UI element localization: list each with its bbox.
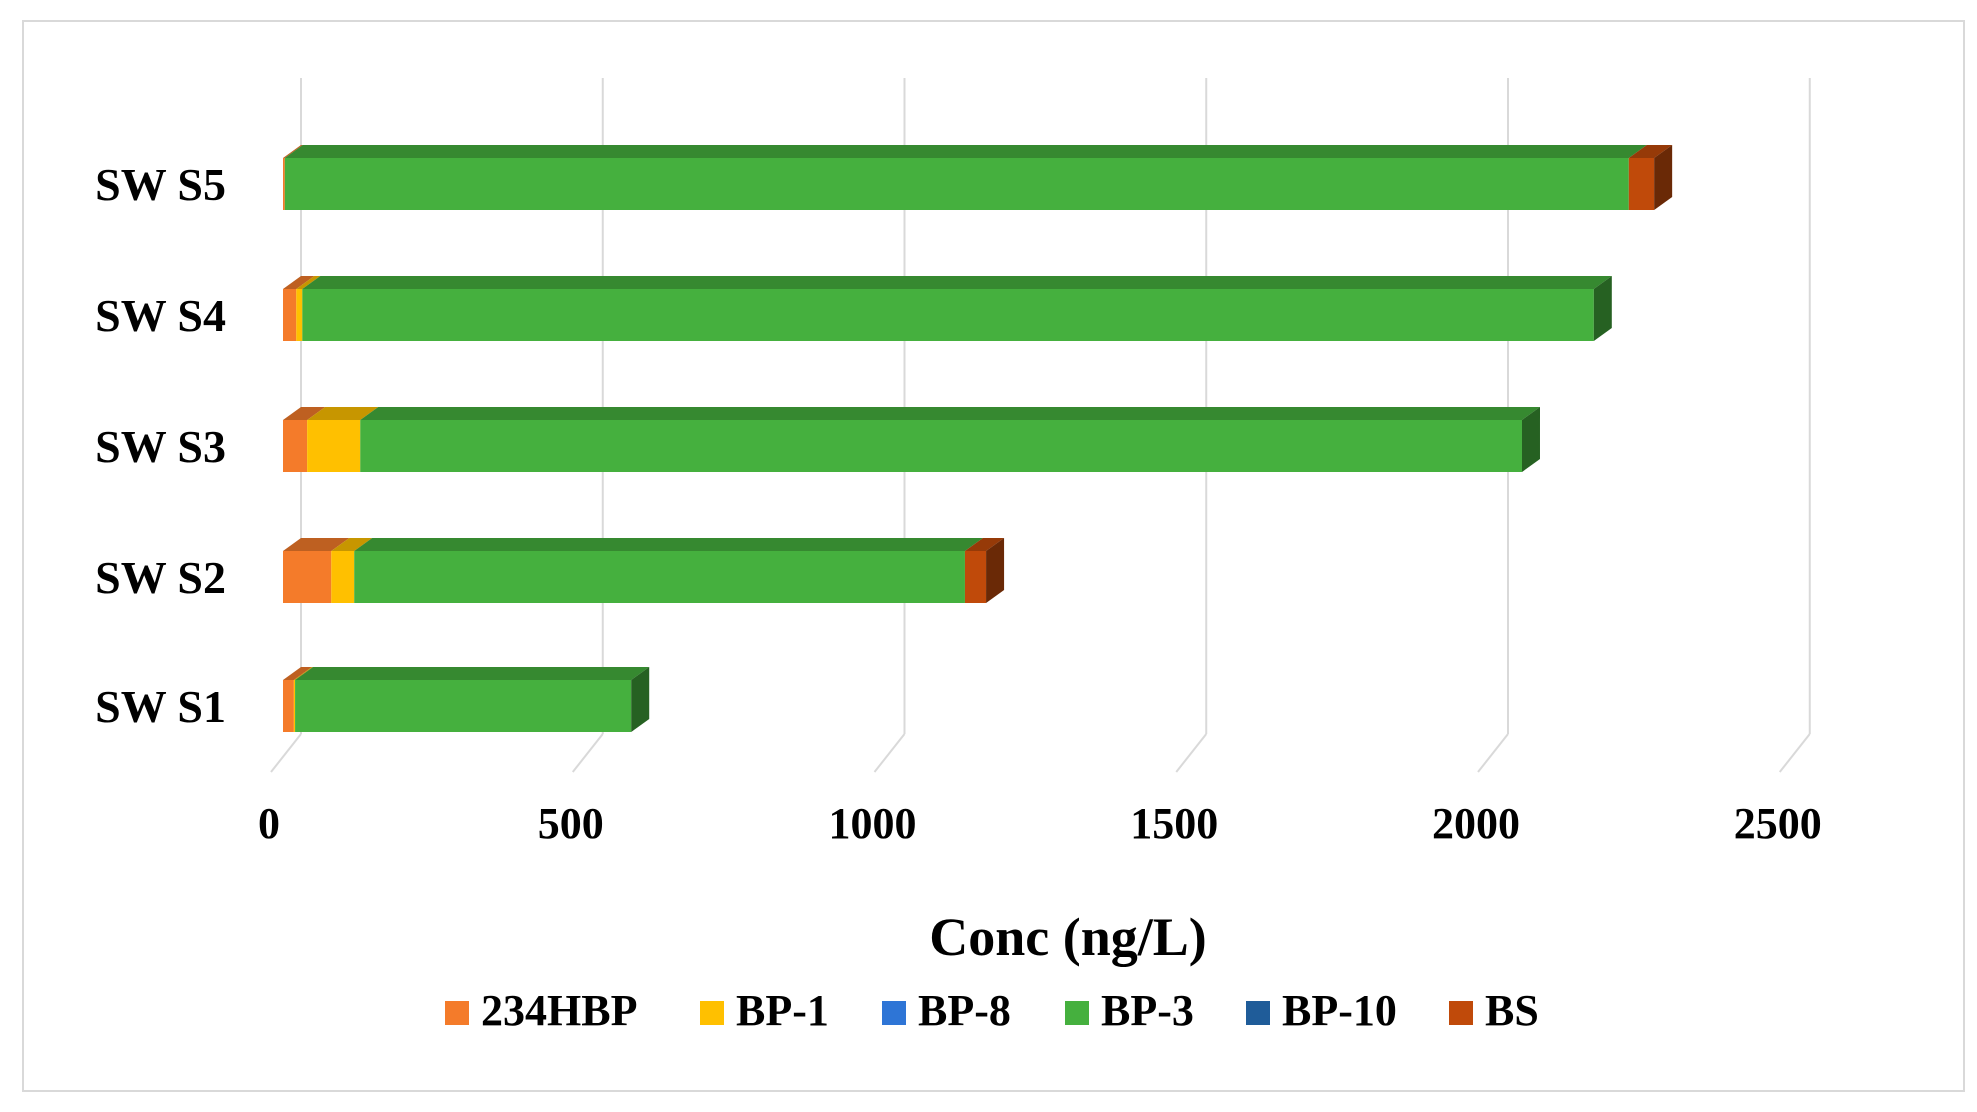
category-label: SW S2: [95, 552, 226, 603]
bar-segment-side: [1654, 145, 1673, 210]
gridline-floor: [873, 733, 906, 773]
x-tick-label: 500: [538, 799, 604, 848]
legend-label: BP-1: [736, 986, 829, 1035]
bar-segment-top: [964, 538, 1005, 551]
bar-segment: [283, 289, 297, 341]
x-tick-label: 2500: [1734, 799, 1822, 848]
x-axis-title: Conc (ng/L): [929, 907, 1207, 967]
bar-segment-top: [302, 276, 1612, 289]
legend-swatch: [1246, 1001, 1270, 1025]
legend-label: BP-10: [1282, 986, 1397, 1035]
x-tick-label: 1000: [829, 799, 917, 848]
bar-segment-side: [1593, 276, 1612, 341]
category-label: SW S4: [95, 290, 226, 341]
bar-segment: [1628, 158, 1655, 210]
bar-segment-top: [307, 407, 379, 420]
bar-segment: [283, 680, 294, 732]
bar-segment-top: [360, 407, 1540, 420]
gridline-floor: [1477, 733, 1509, 773]
bar-segment-top: [283, 407, 326, 420]
gridline-floor: [270, 733, 302, 773]
gridline-floor: [571, 733, 604, 773]
bar-segment: [331, 551, 355, 603]
bar-segment-top: [283, 667, 312, 680]
gridline-floor: [1778, 733, 1811, 773]
category-label: SW S5: [95, 159, 226, 210]
bar-segment-side: [1521, 407, 1540, 472]
bar-segment: [295, 680, 632, 732]
bar-segment: [360, 420, 1522, 472]
bar-segment: [284, 158, 1629, 210]
bar-segment-top: [284, 145, 1647, 158]
bar-segment-top: [1628, 145, 1673, 158]
x-tick-label: 2000: [1432, 799, 1520, 848]
legend-label: BP-8: [918, 986, 1011, 1035]
x-tick-label: 0: [258, 799, 280, 848]
bar-segment: [293, 680, 296, 732]
bar-segment: [296, 289, 303, 341]
legend-label: BS: [1485, 986, 1539, 1035]
bar-segment: [307, 420, 361, 472]
legend-swatch: [882, 1001, 906, 1025]
bar-segment-side: [986, 538, 1005, 603]
bar-segment-top: [283, 276, 315, 289]
legend-label: 234HBP: [481, 986, 637, 1035]
bar-segment-top: [293, 667, 314, 680]
bar-segment-top: [296, 276, 321, 289]
x-tick-label: 1500: [1130, 799, 1218, 848]
legend-label: BP-3: [1101, 986, 1194, 1035]
bar-segment: [283, 158, 285, 210]
bar-segment-top: [283, 145, 303, 158]
bar-segment-top: [354, 538, 983, 551]
legend-swatch: [1065, 1001, 1089, 1025]
legend-swatch: [700, 1001, 724, 1025]
gridline-floor: [1175, 733, 1208, 773]
category-label: SW S3: [95, 421, 226, 472]
bar-segment: [354, 551, 965, 603]
bar-segment: [302, 289, 1594, 341]
bar-segment-top: [283, 538, 350, 551]
bar-segment: [964, 551, 987, 603]
legend-swatch: [445, 1001, 469, 1025]
category-label: SW S1: [95, 681, 226, 732]
bar-segment-top: [331, 538, 373, 551]
bar-segment: [283, 551, 332, 603]
bar-segment: [283, 420, 308, 472]
legend-swatch: [1449, 1001, 1473, 1025]
bar-segment-side: [631, 667, 650, 732]
bar-segment-top: [295, 667, 650, 680]
